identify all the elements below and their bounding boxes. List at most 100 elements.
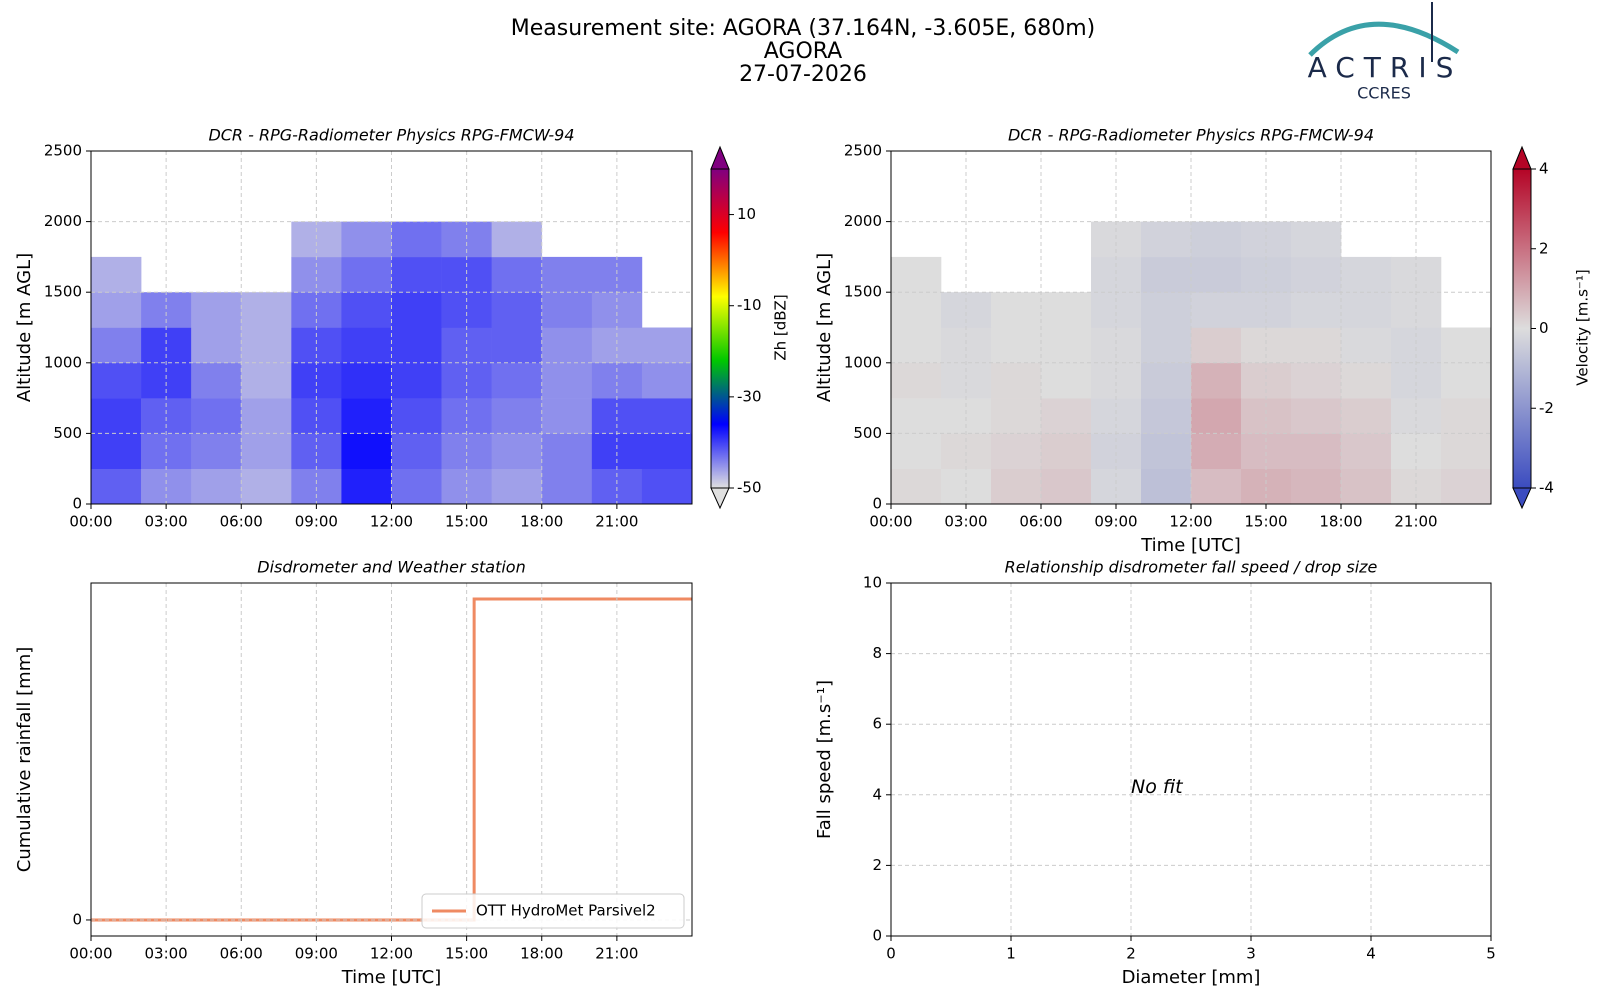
heatmap-cell [991,398,1042,434]
heatmap-cell [391,221,442,258]
heatmap-cell [241,362,292,399]
heatmap-cell [991,327,1042,364]
heatmap-cell [991,468,1042,505]
heatmap-cell [1291,362,1342,399]
heatmap-cell [1141,398,1192,434]
colorbar-tick-label: -50 [737,479,762,497]
heatmap-cell [341,468,392,505]
heatmap-cell [1441,362,1492,399]
heatmap-cell [341,221,392,258]
heatmap-cell [1191,362,1242,399]
colorbar-frame [710,168,730,489]
x-tick-label: 09:00 [295,513,338,531]
legend-box [421,893,685,929]
logo-name: ACTRIS [1308,51,1463,84]
colorbar [711,169,729,488]
x-tick-label: 15:00 [445,945,488,963]
heatmap-cell [1341,327,1392,364]
x-tick-label: 21:00 [595,513,638,531]
heatmap-cell [991,433,1042,469]
x-tick-label: 06:00 [220,513,263,531]
x-tick-label: 21:00 [1394,513,1437,531]
heatmap-cell [891,256,942,293]
heatmap-cell [1041,327,1092,364]
heatmap-cell [541,398,593,434]
plot-area [891,583,1491,936]
heatmap-cell [391,433,442,469]
heatmap-cell [491,362,543,399]
heatmap-cell [1291,292,1342,328]
heatmap-cell [241,433,292,469]
heatmap-cell [891,398,942,434]
heatmap-cell [1441,433,1492,469]
x-tick-label: 12:00 [370,945,413,963]
heatmap-cell [491,327,543,364]
heatmap-cell [1141,292,1192,328]
x-tick-label: 09:00 [295,945,338,963]
heatmap-cell [1291,433,1342,469]
colorbar [1513,169,1531,488]
x-tick-label: 18:00 [520,945,563,963]
heatmap-cell [541,468,593,505]
y-axis-label: Cumulative rainfall [mm] [14,647,35,873]
y-tick-label: 2500 [44,142,82,160]
heatmap-cell [491,433,543,469]
heatmap-cell [1191,292,1242,328]
heatmap-cell [1191,327,1242,364]
y-axis-label: Altitude [m AGL] [14,253,35,402]
heatmap-cell [191,433,242,469]
colorbar-tick-label: 4 [1539,160,1549,178]
x-tick-label: 0 [886,945,896,963]
plot-frame [90,582,693,937]
colorbar-tick-label: -30 [737,387,762,405]
heatmap-cell [91,398,142,434]
heatmap-cell [491,292,543,328]
heatmap-cell [1441,468,1492,505]
heatmap-cell [1191,468,1242,505]
subplot-title: Disdrometer and Weather station [257,558,525,577]
x-tick-label: 00:00 [69,513,112,531]
heatmap-cell [891,468,942,505]
heatmap-cell [1041,362,1092,399]
heatmap-cell [641,362,693,399]
plot-frame [90,150,693,505]
heatmap-cell [541,362,593,399]
heatmap-cell [1341,433,1392,469]
subplot: Disdrometer and Weather station 0 00:00 03:… [14,558,693,988]
heatmap-cell [1441,398,1492,434]
heatmap-cell [1291,256,1342,293]
heatmap-cell [491,398,543,434]
heatmap-cell [541,433,593,469]
heatmap-cell [891,433,942,469]
x-tick-label: 12:00 [1169,513,1212,531]
logo: ACTRIS CCRES [1308,2,1463,103]
y-tick-label: 2500 [844,142,882,160]
x-tick-label: 06:00 [1019,513,1062,531]
heatmap-cell [1041,433,1092,469]
heatmap-cell [491,468,543,505]
colorbar-label: Zh [dBZ] [772,294,790,360]
y-tick-label: 2000 [844,212,882,230]
colorbar-tick-label: -2 [1539,399,1554,417]
heatmap-cell [341,327,392,364]
heatmap-cell [1291,468,1342,505]
heatmap-cell [1291,327,1342,364]
heatmap-cell [641,468,693,505]
x-tick-label: 18:00 [520,513,563,531]
heatmap-cell [1141,256,1192,293]
heatmap-cell [391,468,442,505]
y-tick-label: 1000 [844,353,882,371]
colorbar-tick-label: -4 [1539,479,1554,497]
plot-frame [890,582,1492,937]
subplot-title: DCR - RPG-Radiometer Physics RPG-FMCW-94 [1008,126,1374,145]
heatmap-cell [641,327,693,364]
x-tick-label: 12:00 [370,513,413,531]
y-tick-label: 0 [72,495,82,513]
x-tick-label: 5 [1486,945,1496,963]
colorbar-tick-label: -10 [737,296,762,314]
y-tick-label: 8 [872,644,882,662]
data-layer [91,221,693,505]
x-tick-label: 4 [1366,945,1376,963]
heatmap-cell [91,256,142,293]
